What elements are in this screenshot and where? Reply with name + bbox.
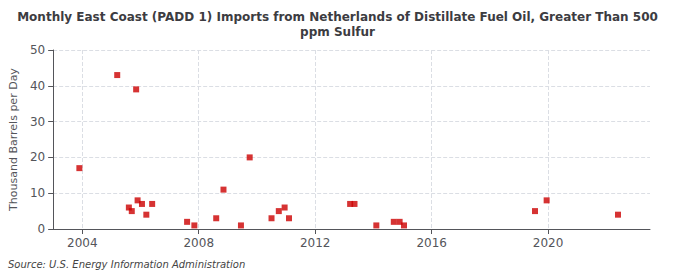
- svg-text:40: 40: [30, 79, 45, 93]
- svg-text:2012: 2012: [300, 236, 331, 250]
- svg-text:2004: 2004: [67, 236, 98, 250]
- svg-text:2020: 2020: [533, 236, 564, 250]
- svg-text:20: 20: [30, 150, 45, 164]
- svg-text:10: 10: [30, 186, 45, 200]
- svg-text:Thousand Barrels per Day: Thousand Barrels per Day: [7, 68, 20, 212]
- svg-text:2008: 2008: [183, 236, 214, 250]
- svg-text:50: 50: [30, 43, 45, 57]
- svg-text:0: 0: [38, 222, 46, 236]
- svg-text:30: 30: [30, 115, 45, 129]
- svg-text:Source: U.S. Energy Informatio: Source: U.S. Energy Information Administ…: [8, 259, 245, 270]
- svg-text:Monthly East Coast (PADD 1) Im: Monthly East Coast (PADD 1) Imports from…: [17, 10, 658, 24]
- svg-text:2016: 2016: [416, 236, 447, 250]
- svg-text:ppm Sulfur: ppm Sulfur: [300, 25, 375, 39]
